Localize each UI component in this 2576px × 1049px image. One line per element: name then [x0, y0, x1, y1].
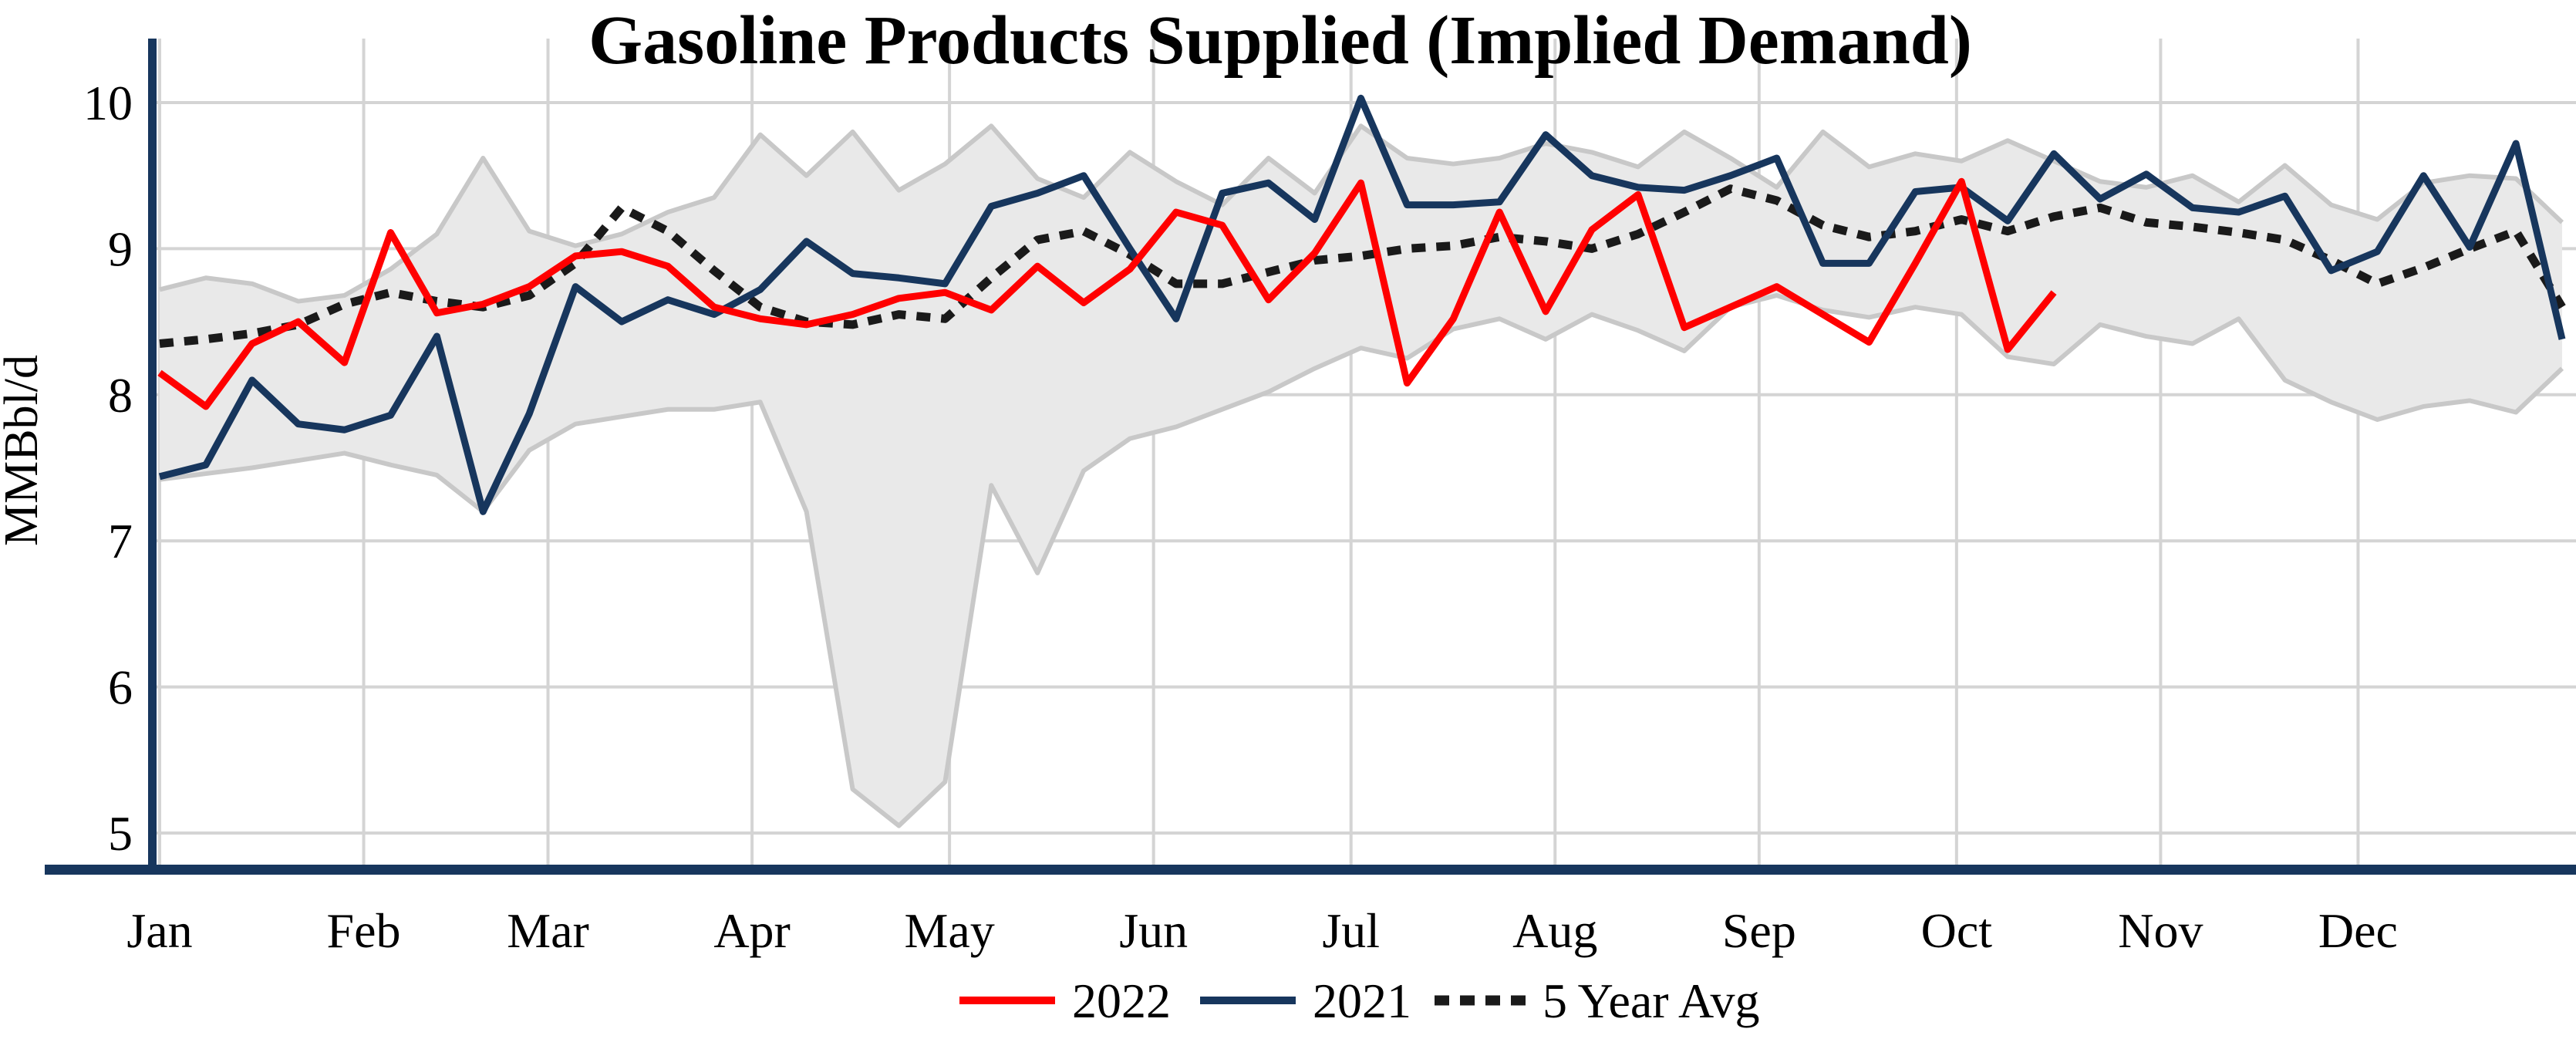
- legend-item-2021: 2021: [1200, 973, 1411, 1028]
- x-tick-label-oct: Oct: [1921, 903, 1993, 958]
- legend-label: 2021: [1313, 973, 1411, 1028]
- y-tick-label: 7: [108, 514, 133, 568]
- x-tick-label-aug: Aug: [1512, 903, 1597, 958]
- y-tick-label: 9: [108, 221, 133, 276]
- y-tick-label: 10: [83, 76, 133, 130]
- legend-label: 5 Year Avg: [1543, 973, 1760, 1028]
- series-line-2022: [157, 177, 2057, 410]
- legend-label: 2022: [1072, 973, 1171, 1028]
- legend: 2022 2021 5 Year Avg: [959, 973, 1760, 1028]
- y-axis-title: MMBbl/d: [0, 355, 48, 546]
- x-axis-month-labels: Jan Feb Mar Apr May Jun Jul Aug Sep Oct Nov Dec: [126, 903, 2398, 958]
- y-axis-tick-labels: 10 9 8 7 6 5: [83, 76, 133, 861]
- chart-title: Gasoline Products Supplied (Implied Dema…: [588, 2, 1972, 79]
- legend-item-2022: 2022: [959, 973, 1171, 1028]
- legend-item-5-year-avg: 5 Year Avg: [1435, 973, 1760, 1028]
- y-axis-line: [148, 39, 157, 875]
- y-tick-label: 6: [108, 660, 133, 715]
- x-tick-label-jun: Jun: [1119, 903, 1188, 958]
- x-tick-label-feb: Feb: [327, 903, 401, 958]
- x-tick-label-jan: Jan: [126, 903, 192, 958]
- x-tick-label-jul: Jul: [1322, 903, 1380, 958]
- y-tick-label: 8: [108, 368, 133, 423]
- five-year-range-fill: [160, 126, 2562, 826]
- x-tick-label-may: May: [904, 903, 994, 958]
- five-year-min-line: [159, 293, 2564, 828]
- x-tick-label-dec: Dec: [2318, 903, 2398, 958]
- y-tick-label: 5: [108, 806, 133, 861]
- series-line-2021: [158, 94, 2566, 515]
- x-tick-label-nov: Nov: [2118, 903, 2203, 958]
- x-tick-label-mar: Mar: [507, 903, 589, 958]
- x-axis-line: [45, 865, 2576, 875]
- data-series: [157, 94, 2566, 515]
- x-tick-label-sep: Sep: [1722, 903, 1796, 958]
- x-tick-label-apr: Apr: [713, 903, 791, 958]
